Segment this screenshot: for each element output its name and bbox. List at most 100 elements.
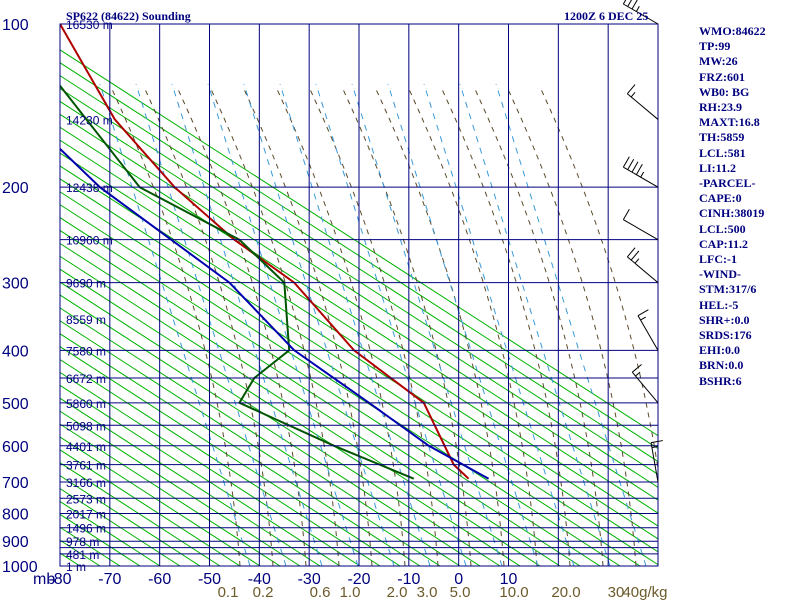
height-label: 8559 m	[66, 313, 106, 327]
dry-adiabat	[60, 100, 658, 488]
wind-barb-half-flag	[651, 446, 658, 449]
mixing-ratio-label: 40g/kg	[622, 584, 667, 600]
pressure-tick-label: 200	[2, 180, 29, 197]
moist-adiabat	[341, 85, 472, 566]
wind-barb-half-flag	[640, 316, 646, 321]
param-line: BRN:0.0	[699, 358, 744, 373]
height-label: 7580 m	[66, 344, 106, 358]
height-label: 6672 m	[66, 372, 106, 386]
wind-barb-flag	[650, 440, 663, 444]
wind-barb-half-flag	[635, 371, 641, 377]
height-label: 3761 m	[66, 459, 106, 473]
dry-adiabat	[60, 397, 321, 566]
pressure-tick-label: 900	[2, 534, 29, 551]
moist-adiabat	[539, 85, 658, 473]
param-line: CAPE:0	[699, 191, 742, 206]
temperature-tick-label: -40	[248, 571, 271, 588]
moist-adiabat	[143, 85, 274, 566]
param-line: CAP:11.2	[699, 236, 748, 251]
param-line: WB0: BG	[699, 84, 750, 99]
param-line: STM:317/6	[699, 282, 757, 297]
wind-barb-half-flag	[640, 171, 645, 178]
pressure-tick-label: 300	[2, 276, 29, 293]
mixing-ratio-label: 30	[608, 584, 625, 600]
mixing-ratio-label: 20.0	[551, 584, 580, 600]
sounding-parameters: WMO:84622 TP:99 MW:26 FRZ:601 WB0: BG RH:23.9…	[699, 24, 766, 389]
dry-adiabat	[60, 165, 658, 553]
moist-adiabat	[209, 85, 340, 566]
wind-barb-half-flag	[635, 6, 640, 12]
param-line: SHR+:0.0	[699, 312, 750, 327]
mixing-ratio-line	[387, 83, 539, 566]
dry-adiabat	[60, 462, 221, 566]
height-label: 3166 m	[66, 476, 106, 490]
plot-area	[60, 24, 658, 566]
moist-adiabat	[110, 85, 241, 566]
dry-adiabat	[60, 217, 601, 566]
height-label: 5860 m	[66, 397, 106, 411]
dry-adiabat	[60, 423, 281, 566]
mixing-ratio-line	[279, 83, 431, 566]
wind-barb-flag	[622, 0, 627, 5]
temperature-tick-label: -50	[198, 571, 221, 588]
dry-adiabat	[60, 204, 621, 566]
height-label: 16530 m	[66, 18, 113, 32]
dry-adiabat	[60, 49, 658, 437]
dry-adiabat	[60, 294, 481, 566]
temperature-tick-label: -60	[148, 571, 171, 588]
dry-adiabat	[60, 307, 461, 566]
param-line: LCL:581	[699, 145, 746, 160]
parcel-profile	[60, 148, 490, 480]
height-label: 2017 m	[66, 507, 106, 521]
moist-adiabat	[275, 85, 406, 566]
dry-adiabat	[60, 75, 658, 463]
dry-adiabat	[60, 126, 658, 514]
moist-adiabat	[308, 85, 439, 566]
dry-adiabat	[60, 436, 261, 566]
wind-barb-half-flag	[630, 92, 636, 98]
dry-adiabat	[60, 384, 341, 566]
temperature-tick-label: -70	[98, 571, 121, 588]
wind-barb-flag	[622, 156, 630, 168]
dry-adiabat	[60, 191, 641, 566]
mixing-ratio-line	[99, 83, 251, 566]
dry-adiabat	[60, 281, 501, 566]
mixing-ratio-line	[423, 83, 575, 566]
mixing-ratio-label: 0.1	[218, 584, 239, 600]
pressure-tick-label: 600	[2, 439, 29, 456]
dry-adiabat	[60, 410, 301, 566]
dry-adiabat	[60, 87, 658, 475]
param-line: HEL:-5	[699, 297, 739, 312]
temperature-tick-label: 0	[454, 571, 463, 588]
wind-barb-flag	[622, 209, 630, 220]
dry-adiabat	[60, 346, 401, 566]
mixing-ratio-label: 2.0	[387, 584, 408, 600]
plot-border	[59, 23, 659, 567]
wind-barb-flag	[635, 164, 643, 175]
dry-adiabat	[60, 449, 241, 566]
dry-adiabat	[60, 139, 658, 527]
height-label: 5098 m	[66, 419, 106, 433]
height-label: 12438 m	[66, 181, 113, 195]
height-label: 2573 m	[66, 492, 106, 506]
temperature-tick-label: 10	[500, 571, 518, 588]
pressure-tick-label: 1000	[2, 559, 38, 576]
height-label: 481 m	[66, 548, 99, 562]
wind-barb-flag	[637, 309, 649, 317]
mixing-ratio-label: 3.0	[417, 584, 438, 600]
param-line: BSHR:6	[699, 373, 742, 388]
param-line: TH:5859	[699, 130, 745, 145]
param-line: SRDS:176	[699, 328, 752, 343]
mixing-ratio-line	[135, 83, 287, 566]
pressure-tick-label: 800	[2, 506, 29, 523]
pressure-tick-label: 400	[2, 343, 29, 360]
wind-barb	[631, 371, 659, 404]
param-line: RH:23.9	[699, 100, 742, 115]
mixing-ratio-label: 0.6	[310, 584, 331, 600]
param-line: EHI:0.0	[699, 343, 741, 358]
mixing-ratio-label: 1.0	[340, 584, 361, 600]
moist-adiabat	[176, 85, 307, 566]
height-label: 14230 m	[66, 113, 113, 127]
param-line: -PARCEL-	[699, 176, 756, 191]
